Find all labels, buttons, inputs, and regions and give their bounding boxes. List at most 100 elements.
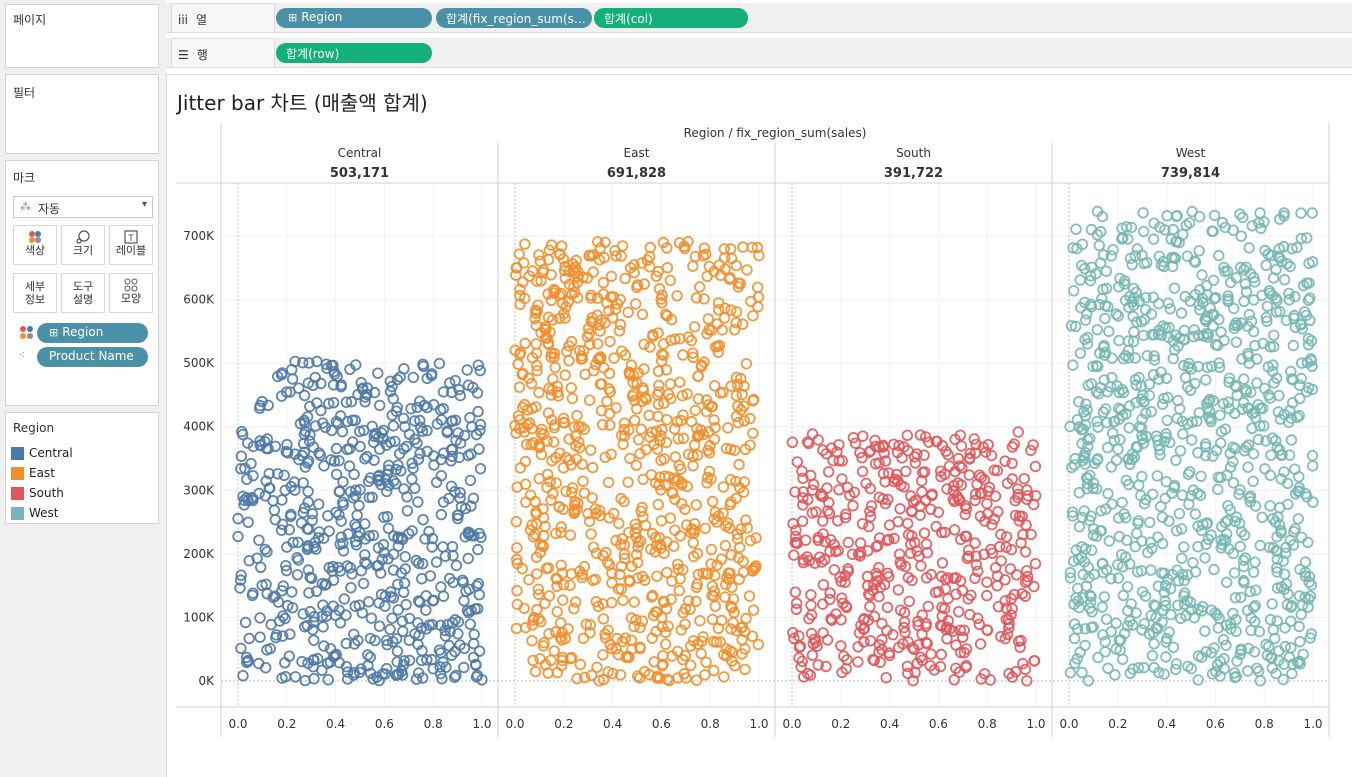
data-point <box>903 595 915 608</box>
data-point <box>1109 669 1121 681</box>
data-point <box>1185 662 1198 675</box>
data-point <box>421 372 433 385</box>
data-point <box>965 589 977 602</box>
data-point <box>983 481 996 494</box>
data-point <box>1172 599 1184 612</box>
data-point <box>1153 666 1165 679</box>
pages-card[interactable]: 페이지 <box>5 4 159 68</box>
data-point <box>604 335 616 348</box>
data-point <box>730 625 743 637</box>
data-point <box>906 574 918 587</box>
data-point <box>283 524 296 536</box>
data-point <box>827 454 839 467</box>
data-point <box>1303 277 1315 289</box>
tooltip-button[interactable]: 도구 설명 <box>61 273 105 313</box>
data-point <box>1306 207 1318 219</box>
data-point <box>677 349 689 361</box>
data-point <box>1297 279 1310 292</box>
data-point <box>511 585 523 597</box>
data-point <box>898 606 911 619</box>
data-point <box>1166 487 1178 499</box>
data-point <box>583 515 596 528</box>
data-point <box>458 642 471 655</box>
data-point <box>702 313 715 325</box>
data-point <box>1146 649 1159 662</box>
data-point <box>381 510 394 523</box>
data-point <box>817 515 829 527</box>
data-point <box>892 516 904 528</box>
data-point <box>942 615 954 627</box>
data-point <box>1067 510 1079 522</box>
size-button[interactable]: 크기 <box>61 225 105 265</box>
data-point <box>333 509 345 521</box>
data-point <box>373 620 386 632</box>
marks-product-name-pill[interactable]: Product Name <box>37 347 148 367</box>
data-point <box>864 600 876 613</box>
data-point <box>576 458 589 471</box>
data-point <box>638 338 650 351</box>
data-point <box>995 630 1007 643</box>
data-point <box>551 580 563 592</box>
data-point <box>864 510 877 523</box>
data-point <box>327 397 340 409</box>
data-point <box>510 427 522 439</box>
data-point <box>817 579 830 591</box>
data-point <box>618 495 630 508</box>
rows-row-pill[interactable]: 합계(row) <box>276 43 432 63</box>
data-point <box>308 634 320 646</box>
data-point <box>873 562 885 574</box>
data-point <box>665 593 677 605</box>
data-point <box>1216 539 1229 551</box>
data-point <box>679 650 692 662</box>
data-point <box>468 637 480 650</box>
data-point <box>1010 569 1023 581</box>
data-point <box>900 465 912 478</box>
data-point <box>616 345 628 357</box>
columns-shelf[interactable]: iii 열 ⊞ Region 합계(fix_region_sum(sal.. 합계(… <box>166 3 1352 33</box>
columns-region-sum-pill[interactable]: 합계(fix_region_sum(sal.. <box>436 8 592 28</box>
data-point <box>545 654 557 667</box>
data-point <box>854 537 867 549</box>
data-point <box>1147 488 1159 501</box>
data-point <box>1122 344 1135 357</box>
marks-region-pill[interactable]: ⊞ Region <box>37 323 148 343</box>
filters-card[interactable]: 필터 <box>5 74 159 154</box>
data-point <box>720 520 732 532</box>
data-point <box>712 622 725 635</box>
rows-shelf[interactable]: ☰ 행 합계(row) <box>166 38 1352 68</box>
data-point <box>812 434 824 446</box>
data-point <box>870 567 882 580</box>
data-point <box>1079 623 1091 635</box>
data-point <box>320 610 333 622</box>
mark-type-dropdown[interactable]: ⁂ 자동 ▾ <box>13 196 153 218</box>
data-point <box>576 568 589 581</box>
data-point <box>280 560 292 572</box>
data-point <box>408 415 421 427</box>
data-point <box>720 442 733 455</box>
data-point <box>283 650 296 662</box>
data-point <box>793 630 805 642</box>
shape-button[interactable]: 모양 <box>109 273 153 313</box>
detail-button[interactable]: 세부 정보 <box>13 273 57 313</box>
y-tick-label: 500K <box>183 356 215 370</box>
jitter-bar-chart[interactable]: Region / fix_region_sum(sales)0K100K200K… <box>167 75 1352 777</box>
data-point <box>542 407 555 419</box>
data-point <box>275 524 288 536</box>
data-point <box>585 669 598 682</box>
label-button[interactable]: T 레이블 <box>109 225 153 265</box>
data-point <box>630 298 642 310</box>
data-point <box>535 616 547 628</box>
data-point <box>542 562 555 574</box>
columns-col-pill[interactable]: 합계(col) <box>594 8 748 28</box>
data-point <box>1289 463 1301 475</box>
data-point <box>841 481 854 494</box>
data-point <box>577 475 589 487</box>
color-button[interactable]: 색상 <box>13 225 57 265</box>
chevron-down-icon: ▾ <box>141 199 147 210</box>
data-point <box>1228 567 1241 579</box>
data-point <box>1105 573 1117 585</box>
columns-region-pill[interactable]: ⊞ Region <box>276 8 432 28</box>
data-point <box>1139 590 1152 602</box>
data-point <box>730 475 742 488</box>
data-point <box>593 254 606 266</box>
